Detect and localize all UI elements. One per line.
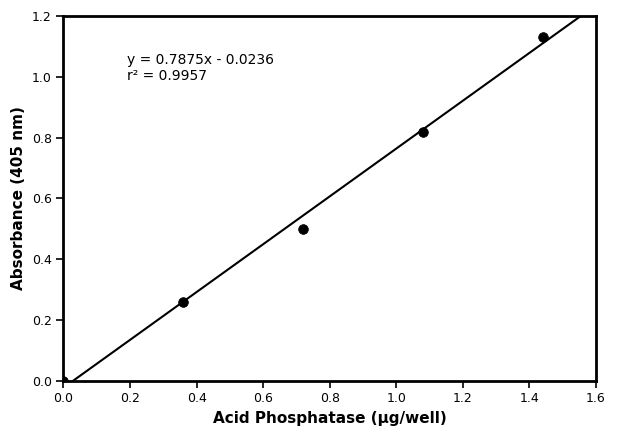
X-axis label: Acid Phosphatase (µg/well): Acid Phosphatase (µg/well) — [213, 411, 447, 426]
Point — [178, 298, 188, 305]
Point — [538, 34, 548, 41]
Point — [418, 128, 428, 135]
Point — [59, 377, 68, 384]
Y-axis label: Absorbance (405 nm): Absorbance (405 nm) — [11, 106, 26, 290]
Point — [298, 225, 308, 232]
Text: y = 0.7875x - 0.0236
r² = 0.9957: y = 0.7875x - 0.0236 r² = 0.9957 — [127, 52, 275, 83]
